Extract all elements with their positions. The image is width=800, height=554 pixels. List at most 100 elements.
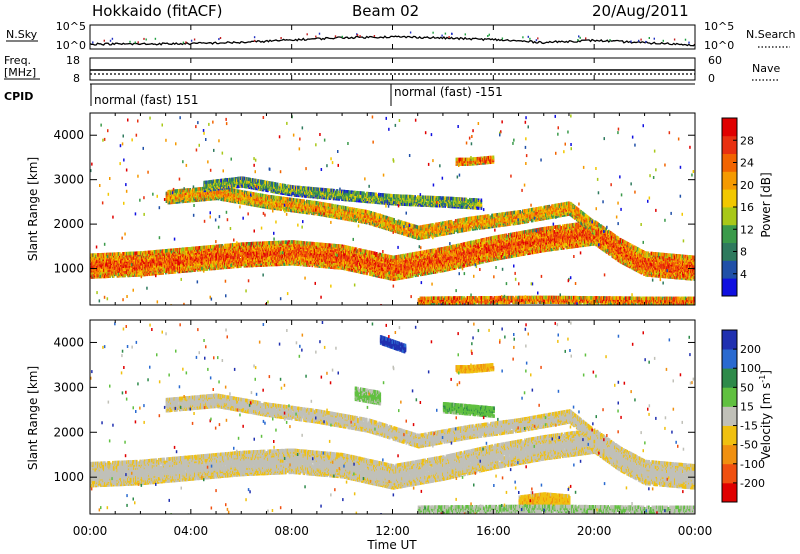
colorbar-swatch (722, 207, 737, 226)
colorbar-swatch (722, 242, 737, 261)
nsearch-tick-low: 10^0 (704, 39, 734, 52)
nsky-label: N.Sky (6, 28, 38, 41)
nsky-mark (609, 39, 611, 42)
nsearch-tick-high: 10^5 (704, 20, 734, 33)
beam-title: Beam 02 (352, 2, 419, 20)
y-tick-label: 3000 (53, 173, 84, 187)
freq-label-2: [MHz] (4, 66, 36, 79)
nsky-mark (501, 37, 504, 40)
nsky-mark (579, 36, 581, 39)
nsky-mark (487, 35, 489, 37)
scatter-band-1 (165, 185, 596, 241)
colorbar-swatch (722, 135, 737, 154)
freq-tick-low: 8 (73, 72, 80, 85)
nsky-mark (143, 37, 145, 40)
nsky-mark (638, 39, 640, 42)
x-tick-label: 20:00 (577, 524, 612, 538)
nave-tick-high: 60 (708, 54, 722, 67)
y-tick-label: 1000 (53, 262, 84, 276)
nsky-mark (522, 36, 524, 39)
nsky-mark (578, 35, 580, 38)
y-tick-label: 4000 (53, 335, 84, 349)
colorbar-tick-label: -15 (740, 420, 758, 433)
scatter-band-4 (417, 295, 695, 305)
nsky-mark (464, 33, 466, 36)
noise-specks (90, 321, 695, 514)
nsky-mark (253, 36, 256, 39)
nsky-mark (306, 33, 308, 36)
x-axis-label: Time UT (366, 538, 417, 552)
nsky-mark (409, 31, 412, 34)
date-title: 20/Aug/2011 (592, 2, 689, 20)
nsky-mark (577, 39, 579, 41)
scatter-band-2 (203, 176, 483, 210)
nsky-tick-low: 10^0 (56, 39, 86, 52)
nave-label: Nave (752, 62, 780, 75)
nsky-mark (334, 35, 337, 38)
nsky-trace-layer (90, 31, 695, 47)
scatter-band-3 (455, 155, 495, 166)
nsky-mark (193, 38, 196, 41)
nsky-mark (356, 34, 359, 36)
scatter-band-0 (90, 428, 695, 490)
colorbar-swatch (722, 463, 737, 484)
nsky-trace (90, 35, 695, 47)
nsky-mark (129, 40, 131, 43)
nsky-mark (373, 35, 376, 37)
nsky-mark (315, 35, 317, 38)
colorbar-tick-label: 50 (740, 381, 754, 394)
nsky-mark (145, 38, 147, 41)
velocity-colorbar-label-main: Velocity [m s (759, 383, 773, 460)
nsky-mark (137, 41, 139, 44)
nsky-mark (219, 37, 222, 39)
y-tick-label: 1000 (53, 470, 84, 484)
nsky-mark (111, 37, 114, 40)
nsky-mark (185, 41, 187, 44)
colorbar-swatch (722, 171, 737, 190)
x-tick-label: 08:00 (274, 524, 309, 538)
colorbar-swatch (722, 330, 737, 350)
nsky-mark (527, 35, 529, 38)
nsky-mark (444, 32, 447, 35)
power-colorbar-label: Power [dB] (759, 172, 773, 237)
scatter-band-3 (442, 402, 495, 418)
scatter-band-7 (417, 504, 695, 514)
colorbar-tick-label: 100 (740, 362, 761, 375)
colorbar-tick-label: 15 (740, 400, 754, 413)
nsky-mark (182, 41, 185, 44)
colorbar-swatch (722, 387, 737, 407)
noise-specks (90, 114, 695, 305)
power-y-ticks: 1000 2000 3000 4000 (53, 128, 695, 276)
y-tick-label: 4000 (53, 128, 84, 142)
x-tick-label: 16:00 (476, 524, 511, 538)
cpid-segment-1: normal (fast) 151 (94, 93, 198, 107)
colorbar-tick-label: -100 (740, 458, 765, 471)
nsky-tick-high: 10^5 (56, 20, 86, 33)
x-ticks: 00:00 04:00 08:00 12:00 16:00 20:00 00:00 (73, 25, 712, 538)
nsky-mark (341, 35, 343, 38)
colorbar-tick-label: 4 (740, 268, 747, 281)
nsky-mark (109, 39, 112, 42)
colorbar-tick-label: -200 (740, 477, 765, 490)
nsearch-label: N.Search (746, 28, 796, 41)
nsky-mark (359, 35, 361, 38)
velocity-ylabel: Slant Range [km] (26, 366, 40, 470)
nsky-mark (190, 39, 193, 42)
freq-tick-high: 18 (66, 54, 80, 67)
colorbar-swatch (722, 153, 737, 172)
nsky-mark (662, 39, 664, 42)
nsky-mark (630, 40, 632, 43)
scatter-band-2 (354, 386, 382, 406)
nsky-mark (448, 36, 450, 38)
nsky-mark (688, 41, 690, 44)
nsky-mark (432, 31, 434, 34)
velocity-y-ticks: 1000 2000 3000 4000 (53, 335, 695, 484)
colorbar-swatch (722, 260, 737, 279)
station-title: Hokkaido (fitACF) (92, 2, 223, 20)
colorbar-swatch (722, 368, 737, 388)
nsky-mark (318, 32, 321, 35)
y-tick-label: 2000 (53, 425, 84, 439)
scatter-band-5 (379, 335, 407, 354)
y-tick-label: 3000 (53, 380, 84, 394)
nsky-mark (253, 39, 256, 42)
